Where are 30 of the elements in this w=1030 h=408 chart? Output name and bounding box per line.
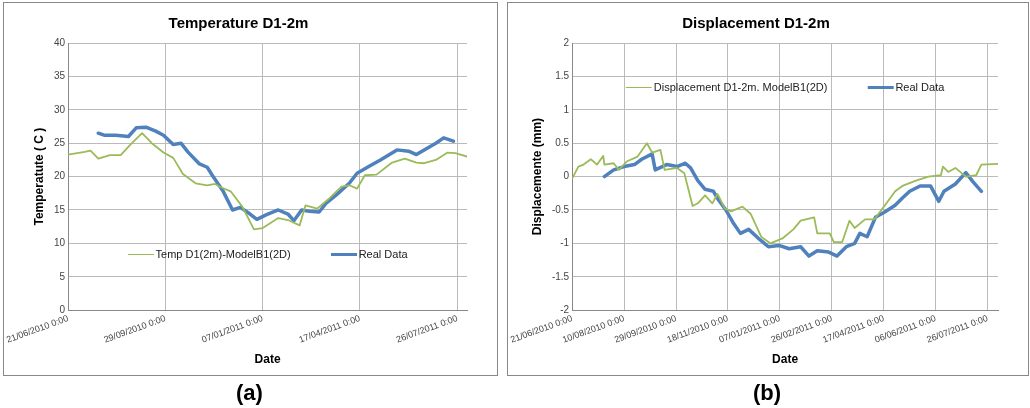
y-tick-label: 10 (54, 237, 66, 249)
x-axis-title: Date (254, 352, 281, 367)
y-tick-label: 0 (59, 303, 66, 315)
y-tick-label: 2 (563, 36, 570, 48)
legend-label: Displacement D1-2m. ModelB1(2D) (653, 81, 828, 93)
y-tick-label: 1.5 (555, 70, 570, 82)
y-tick-label: 20 (54, 170, 66, 182)
y-tick-label: 40 (54, 36, 66, 48)
y-tick-label: 35 (54, 70, 66, 82)
y-tick-label: 0.5 (555, 136, 570, 148)
legend-label: Temp D1(2m)-ModelB1(2D) (155, 248, 291, 261)
chart-title: Temperature D1-2m (168, 14, 309, 32)
y-tick-label: -1 (560, 237, 570, 249)
chart-title: Displacement D1-2m (682, 14, 830, 32)
y-axis-title: Temperatute ( C ) (32, 127, 47, 226)
x-axis-title: Date (772, 352, 799, 367)
y-tick-label: -0.5 (551, 203, 570, 215)
y-tick-label: 1 (563, 103, 570, 115)
legend-label: Real Data (358, 248, 408, 261)
y-tick-label: 0 (563, 170, 570, 182)
y-tick-label: -1.5 (551, 270, 570, 282)
y-tick-label: -2 (560, 303, 570, 315)
legend-label: Real Data (895, 81, 945, 93)
text: (a) (235, 380, 264, 406)
y-tick-label: 15 (54, 203, 66, 215)
text: (b) (751, 380, 783, 406)
y-axis-title: Displacemente (mm) (530, 117, 545, 236)
y-tick-label: 30 (54, 103, 66, 115)
y-tick-label: 25 (54, 136, 66, 148)
y-tick-label: 5 (59, 270, 66, 282)
